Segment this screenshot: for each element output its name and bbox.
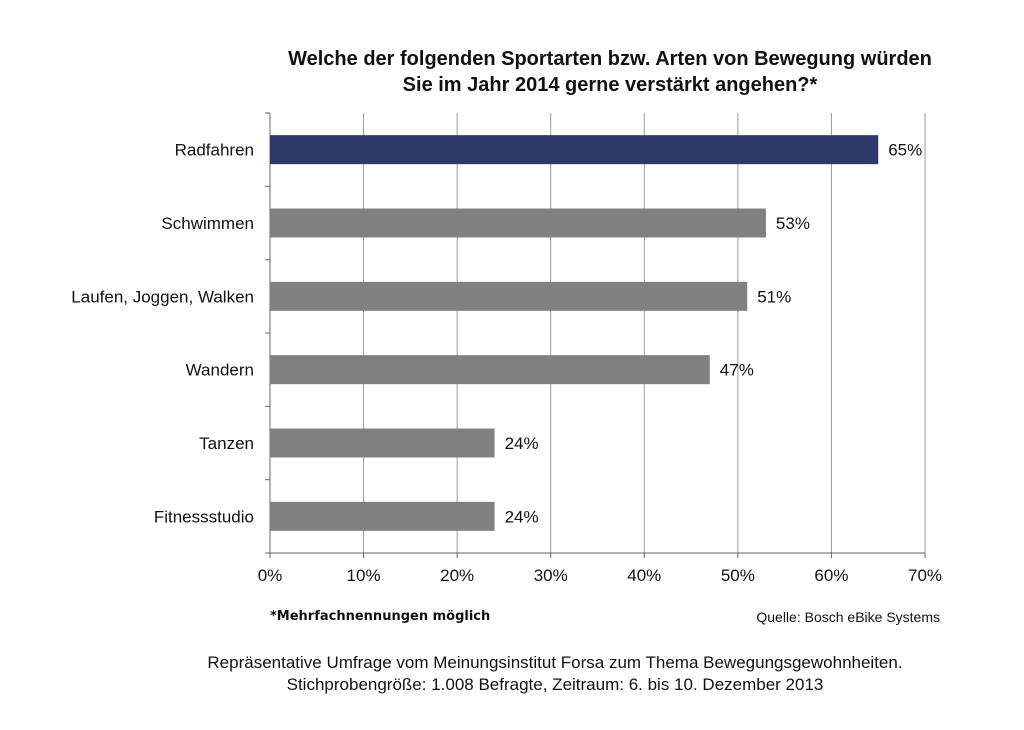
data-label: 24%: [505, 434, 539, 453]
source-credit: Quelle: Bosch eBike Systems: [756, 609, 940, 625]
bar: [270, 135, 879, 165]
category-label: Tanzen: [199, 434, 254, 453]
x-tick-label: 30%: [534, 566, 568, 585]
x-tick-label: 70%: [908, 566, 942, 585]
survey-footnote-line-2: Stichprobengröße: 1.008 Befragte, Zeitra…: [286, 675, 824, 694]
data-label: 65%: [888, 141, 922, 160]
bar: [270, 501, 495, 531]
x-tick-label: 60%: [814, 566, 848, 585]
data-label: 47%: [720, 361, 754, 380]
category-label: Schwimmen: [161, 214, 254, 233]
category-label: Fitnessstudio: [154, 507, 254, 526]
x-tick-label: 50%: [721, 566, 755, 585]
survey-footnote-line-1: Repräsentative Umfrage vom Meinungsinsti…: [207, 653, 903, 672]
x-tick-label: 0%: [258, 566, 283, 585]
data-label: 53%: [776, 214, 810, 233]
bar: [270, 208, 766, 238]
survey-footnote: Repräsentative Umfrage vom Meinungsinsti…: [150, 652, 960, 696]
chart-title-line-2: Sie im Jahr 2014 gerne verstärkt angehen…: [402, 74, 818, 96]
bar: [270, 281, 748, 311]
bar: [270, 355, 710, 385]
data-label: 24%: [505, 507, 539, 526]
x-tick-label: 10%: [347, 566, 381, 585]
bar-chart: 0% 10% 20% 30% 40% 50% 60% 70% Radfahren 65% Schwi…: [71, 112, 942, 585]
x-tick-label: 20%: [440, 566, 474, 585]
category-label: Laufen, Joggen, Walken: [71, 287, 254, 306]
category-label: Wandern: [186, 361, 254, 380]
multiple-answers-note: *Mehrfachnennungen möglich: [270, 609, 491, 624]
data-label: 51%: [757, 287, 791, 306]
category-label: Radfahren: [175, 141, 254, 160]
chart-title: Welche der folgenden Sportarten bzw. Art…: [180, 46, 1024, 98]
x-tick-label: 40%: [627, 566, 661, 585]
chart-title-line-1: Welche der folgenden Sportarten bzw. Art…: [288, 48, 932, 70]
bar: [270, 428, 495, 458]
